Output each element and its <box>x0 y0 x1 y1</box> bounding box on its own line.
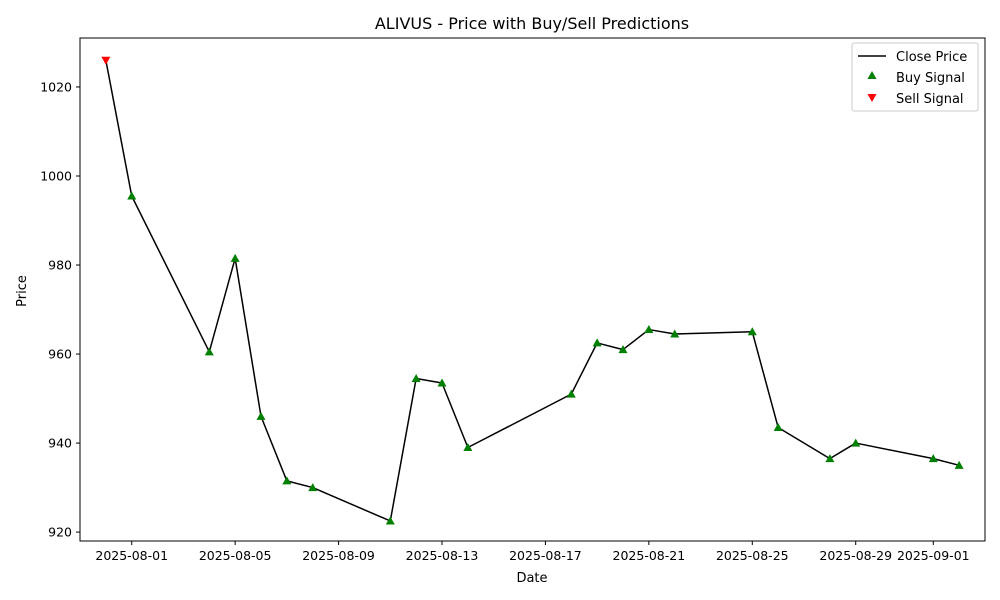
y-tick-label: 940 <box>48 436 72 451</box>
legend-box <box>851 42 979 112</box>
buy-signal-marker <box>437 378 447 387</box>
x-tick-label: 2025-08-09 <box>302 548 375 563</box>
chart-title: ALIVUS - Price with Buy/Sell Predictions <box>375 14 689 33</box>
buy-signal-marker <box>463 443 473 452</box>
legend-sell-swatch <box>867 94 877 102</box>
buy-signal-marker <box>644 325 654 334</box>
buy-signal-marker <box>670 329 680 338</box>
buy-signal-marker <box>851 438 861 447</box>
legend-entry-sell: Sell Signal <box>896 92 964 107</box>
buy-signal-marker <box>825 454 835 463</box>
legend-entry-buy: Buy Signal <box>896 71 965 86</box>
y-tick-label: 920 <box>48 525 72 540</box>
y-axis-label: Price <box>15 275 30 307</box>
buy-signal-marker <box>282 476 292 485</box>
close-price-line <box>105 60 960 522</box>
x-tick-label: 2025-08-29 <box>819 548 892 563</box>
buy-signal-marker <box>256 411 266 420</box>
buy-signal-marker <box>204 347 214 356</box>
y-tick-label: 1000 <box>40 168 72 183</box>
legend-entry-close: Close Price <box>896 50 967 65</box>
x-tick-label: 2025-08-13 <box>406 548 479 563</box>
y-tick-label: 960 <box>48 347 72 362</box>
buy-signal-marker <box>592 338 602 347</box>
buy-signal-marker <box>308 483 318 492</box>
buy-signal-marker <box>773 422 783 431</box>
buy-signal-marker <box>928 454 938 463</box>
x-tick-label: 2025-08-21 <box>613 548 686 563</box>
y-tick-label: 1020 <box>40 79 72 94</box>
x-tick-label: 2025-08-17 <box>509 548 582 563</box>
buy-signal-marker <box>747 327 757 336</box>
x-tick-label: 2025-08-25 <box>716 548 789 563</box>
x-tick-label: 2025-09-01 <box>897 548 970 563</box>
buy-signal-marker <box>127 191 137 200</box>
axes-frame <box>79 37 986 542</box>
buy-signal-marker <box>618 345 628 354</box>
buy-signal-marker <box>385 516 395 525</box>
buy-signal-marker <box>954 460 964 469</box>
x-axis-label: Date <box>516 571 547 586</box>
y-tick-label: 980 <box>48 258 72 273</box>
buy-signal-marker <box>566 389 576 398</box>
plot-area: 2025-08-01 2025-08-05 2025-08-09 2025-08-13… <box>40 37 986 563</box>
x-tick-label: 2025-08-05 <box>199 548 272 563</box>
buy-signal-marker <box>411 374 421 383</box>
buy-signal-marker <box>230 253 240 262</box>
legend-buy-swatch <box>867 71 877 79</box>
legend: Close Price Buy Signal Sell Signal <box>851 42 979 112</box>
x-tick-label: 2025-08-01 <box>95 548 168 563</box>
sell-signal-marker <box>101 56 111 65</box>
